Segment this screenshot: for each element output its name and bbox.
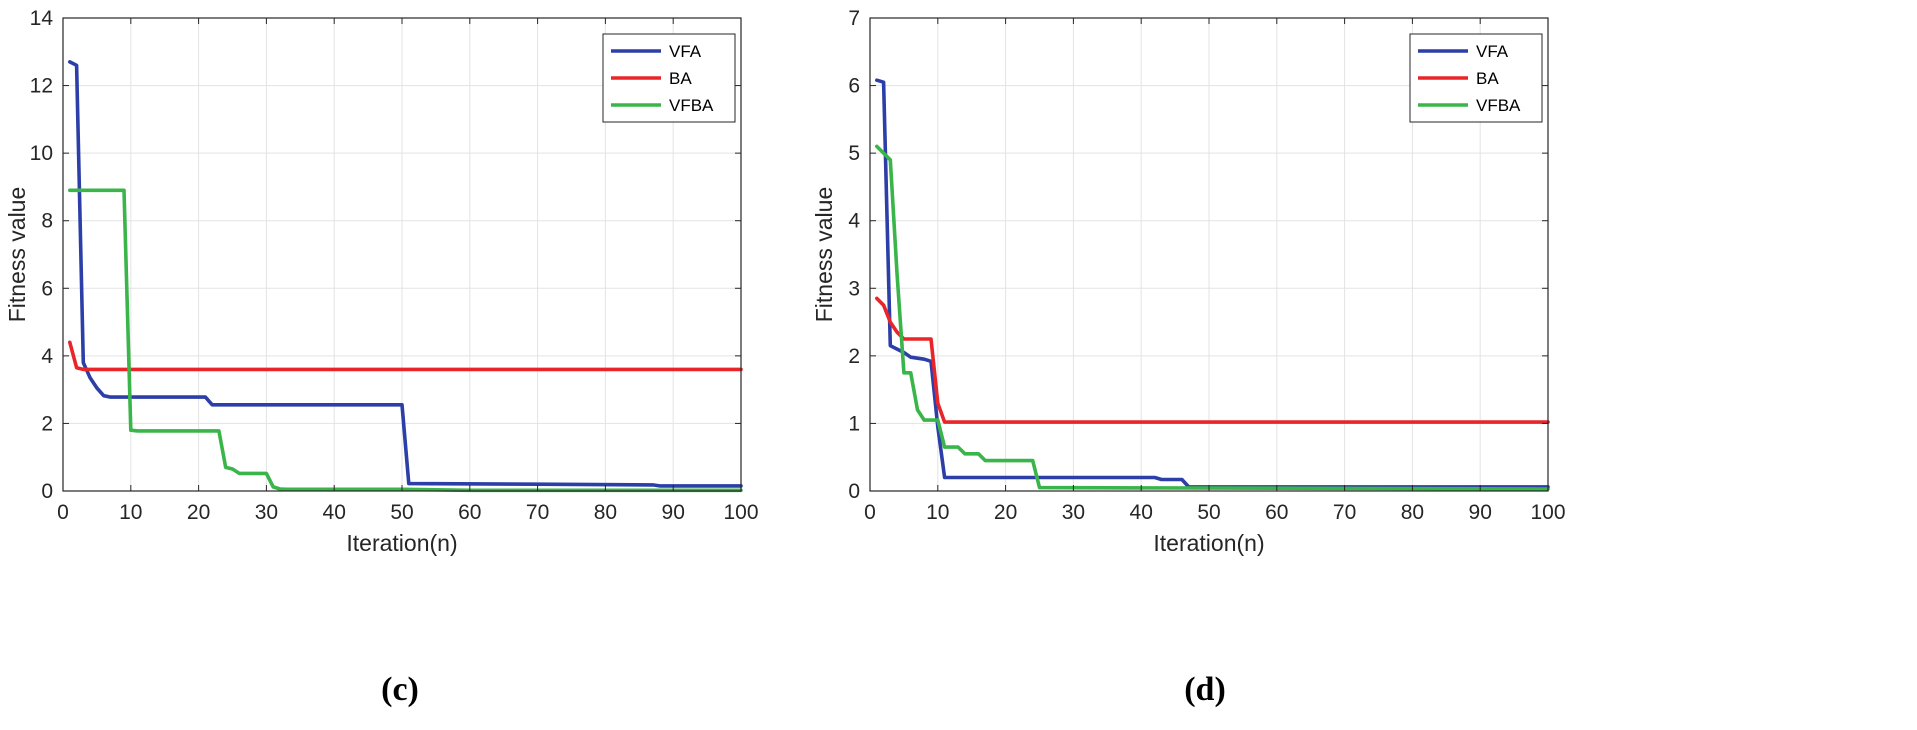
x-axis-label: Iteration(n)	[1153, 530, 1264, 556]
x-tick-label: 60	[458, 501, 481, 524]
y-axis-label: Fitness value	[811, 187, 837, 323]
x-tick-label: 20	[187, 501, 210, 524]
y-tick-label: 5	[848, 142, 860, 165]
chart-panel-d: 0 10 20 30 40 50 60 70 80 90 100 0 1 2 3 4 5 6 7 Iteration(…	[811, 7, 1566, 708]
x-tick-label: 10	[119, 501, 142, 524]
series-line-ba	[68, 340, 743, 372]
y-tick-label: 3	[848, 277, 860, 300]
x-tick-label: 30	[1062, 501, 1085, 524]
x-tick-label: 70	[1333, 501, 1356, 524]
x-tick-label: 0	[57, 501, 69, 524]
x-tick-label: 30	[255, 501, 278, 524]
legend-label-vfa: VFA	[669, 42, 702, 61]
legend-label-vfa: VFA	[1476, 42, 1509, 61]
x-tick-label: 90	[662, 501, 685, 524]
y-tick-label: 1	[848, 412, 860, 435]
y-tick-label: 10	[30, 142, 53, 165]
x-tick-label: 0	[864, 501, 876, 524]
x-axis-label: Iteration(n)	[346, 530, 457, 556]
x-tick-label: 100	[723, 501, 758, 524]
x-tick-label: 80	[594, 501, 617, 524]
x-tick-label: 40	[323, 501, 346, 524]
panel-caption: (c)	[381, 671, 419, 708]
y-tick-label: 0	[848, 480, 860, 503]
y-tick-label: 7	[848, 7, 860, 30]
y-axis-label: Fitness value	[4, 187, 30, 323]
series-line-ba	[874, 296, 1550, 424]
panel-caption: (d)	[1184, 671, 1226, 708]
series-line-vfa	[874, 78, 1550, 489]
x-tick-label: 40	[1130, 501, 1153, 524]
y-tick-label: 14	[30, 7, 54, 30]
x-tick-label: 80	[1401, 501, 1424, 524]
y-tick-label: 6	[848, 75, 860, 98]
x-tick-label: 10	[926, 501, 949, 524]
x-tick-label: 50	[390, 501, 413, 524]
y-tick-label: 12	[30, 75, 53, 98]
y-tick-label: 2	[848, 345, 860, 368]
series-line-vfba	[68, 188, 743, 493]
legend-label-ba: BA	[1476, 69, 1499, 88]
y-tick-label: 6	[41, 277, 53, 300]
y-tick-label: 4	[848, 210, 860, 233]
legend-label-vfba: VFBA	[1476, 96, 1521, 115]
x-tick-label: 20	[994, 501, 1017, 524]
y-tick-label: 8	[41, 210, 53, 233]
y-tick-label: 2	[41, 412, 53, 435]
chart-panel-c: 0 10 20 30 40 50 60 70 80 90 100 0 2 4 6 8 10 12 14 Iterati…	[4, 7, 759, 708]
legend-label-vfba: VFBA	[669, 96, 714, 115]
legend-label-ba: BA	[669, 69, 692, 88]
y-tick-label: 4	[41, 345, 53, 368]
x-tick-label: 50	[1197, 501, 1220, 524]
x-tick-label: 60	[1265, 501, 1288, 524]
y-tick-label: 0	[41, 480, 53, 503]
series-line-vfba	[874, 144, 1550, 491]
x-tick-label: 70	[526, 501, 549, 524]
x-tick-label: 90	[1469, 501, 1492, 524]
x-tick-label: 100	[1530, 501, 1565, 524]
